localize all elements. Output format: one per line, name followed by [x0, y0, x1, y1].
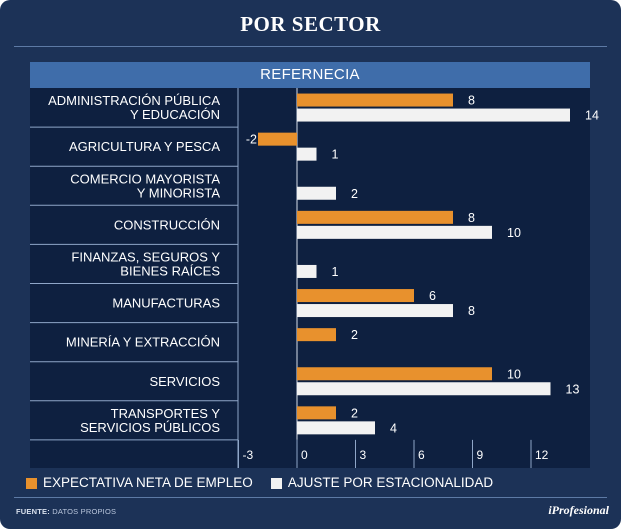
tick-label: -3 — [243, 448, 254, 462]
tick-label: 3 — [360, 448, 367, 462]
category-label: AGRICULTURA Y PESCA — [69, 139, 220, 154]
tick-label: 6 — [418, 448, 425, 462]
bar-ajuste — [297, 147, 317, 161]
bar-expectativa — [297, 328, 336, 342]
bar-ajuste — [297, 108, 570, 122]
legend-label-expectativa: EXPECTATIVA NETA DE EMPLEO — [43, 475, 253, 490]
tick-label: 12 — [535, 448, 549, 462]
bar-ajuste — [297, 421, 375, 435]
data-label: 4 — [390, 421, 397, 435]
brand-logo: iProfesional — [548, 503, 609, 517]
category-label: COMERCIO MAYORISTA — [70, 171, 220, 186]
legend-label-ajuste: AJUSTE POR ESTACIONALIDAD — [287, 475, 494, 490]
data-label: 2 — [351, 187, 358, 201]
category-label: FINANZAS, SEGUROS Y — [71, 249, 220, 264]
data-label: 1 — [332, 265, 339, 279]
data-label: 1 — [332, 148, 339, 162]
category-label: SERVICIOS — [149, 374, 220, 389]
source-note: FUENTE: DATOS PROPIOS — [16, 507, 116, 516]
reference-header: REFERNECIA — [30, 62, 590, 88]
data-label: 14 — [585, 109, 599, 123]
category-label: SERVICIOS PÚBLICOS — [80, 420, 220, 435]
tick-label: 9 — [477, 448, 484, 462]
legend-item-ajuste: AJUSTE POR ESTACIONALIDAD — [270, 473, 494, 493]
category-label: Y MINORISTA — [137, 185, 221, 200]
category-label: Y EDUCACIÓN — [130, 107, 220, 122]
data-label: 8 — [468, 304, 475, 318]
legend-swatch-white — [270, 477, 282, 489]
bar-expectativa — [297, 93, 453, 107]
category-label: ADMINISTRACIÓN PÚBLICA — [48, 93, 220, 108]
category-label: TRANSPORTES Y — [111, 406, 221, 421]
category-label: MANUFACTURAS — [112, 296, 220, 311]
data-label: 10 — [507, 226, 521, 240]
data-label: 8 — [468, 211, 475, 225]
source-text: DATOS PROPIOS — [52, 507, 117, 516]
footer-divider — [14, 497, 607, 498]
data-label: -2 — [246, 133, 257, 147]
bar-ajuste — [297, 382, 551, 396]
data-label: 2 — [351, 328, 358, 342]
category-label: CONSTRUCCIÓN — [114, 217, 220, 232]
bar-expectativa — [297, 210, 453, 224]
tick-label: 0 — [301, 448, 308, 462]
data-label: 8 — [468, 94, 475, 108]
category-label: MINERÍA Y EXTRACCIÓN — [66, 335, 220, 350]
bar-expectativa — [297, 289, 414, 303]
legend: EXPECTATIVA NETA DE EMPLEO AJUSTE POR ES… — [26, 473, 511, 493]
bar-ajuste — [297, 186, 336, 200]
chart-title: POR SECTOR — [240, 12, 381, 36]
bar-ajuste — [297, 304, 453, 318]
title-divider — [14, 46, 607, 47]
data-label: 13 — [566, 382, 580, 396]
legend-item-expectativa: EXPECTATIVA NETA DE EMPLEO — [26, 473, 253, 493]
source-label: FUENTE: — [16, 507, 50, 516]
bar-expectativa — [258, 132, 297, 146]
legend-swatch-orange — [26, 477, 37, 489]
bar-ajuste — [297, 225, 492, 239]
bar-expectativa — [297, 406, 336, 420]
data-label: 2 — [351, 406, 358, 420]
data-label: 10 — [507, 367, 521, 381]
bar-ajuste — [297, 264, 317, 278]
bar-expectativa — [297, 367, 492, 381]
category-label: BIENES RAÍCES — [120, 263, 220, 278]
data-label: 6 — [429, 289, 436, 303]
